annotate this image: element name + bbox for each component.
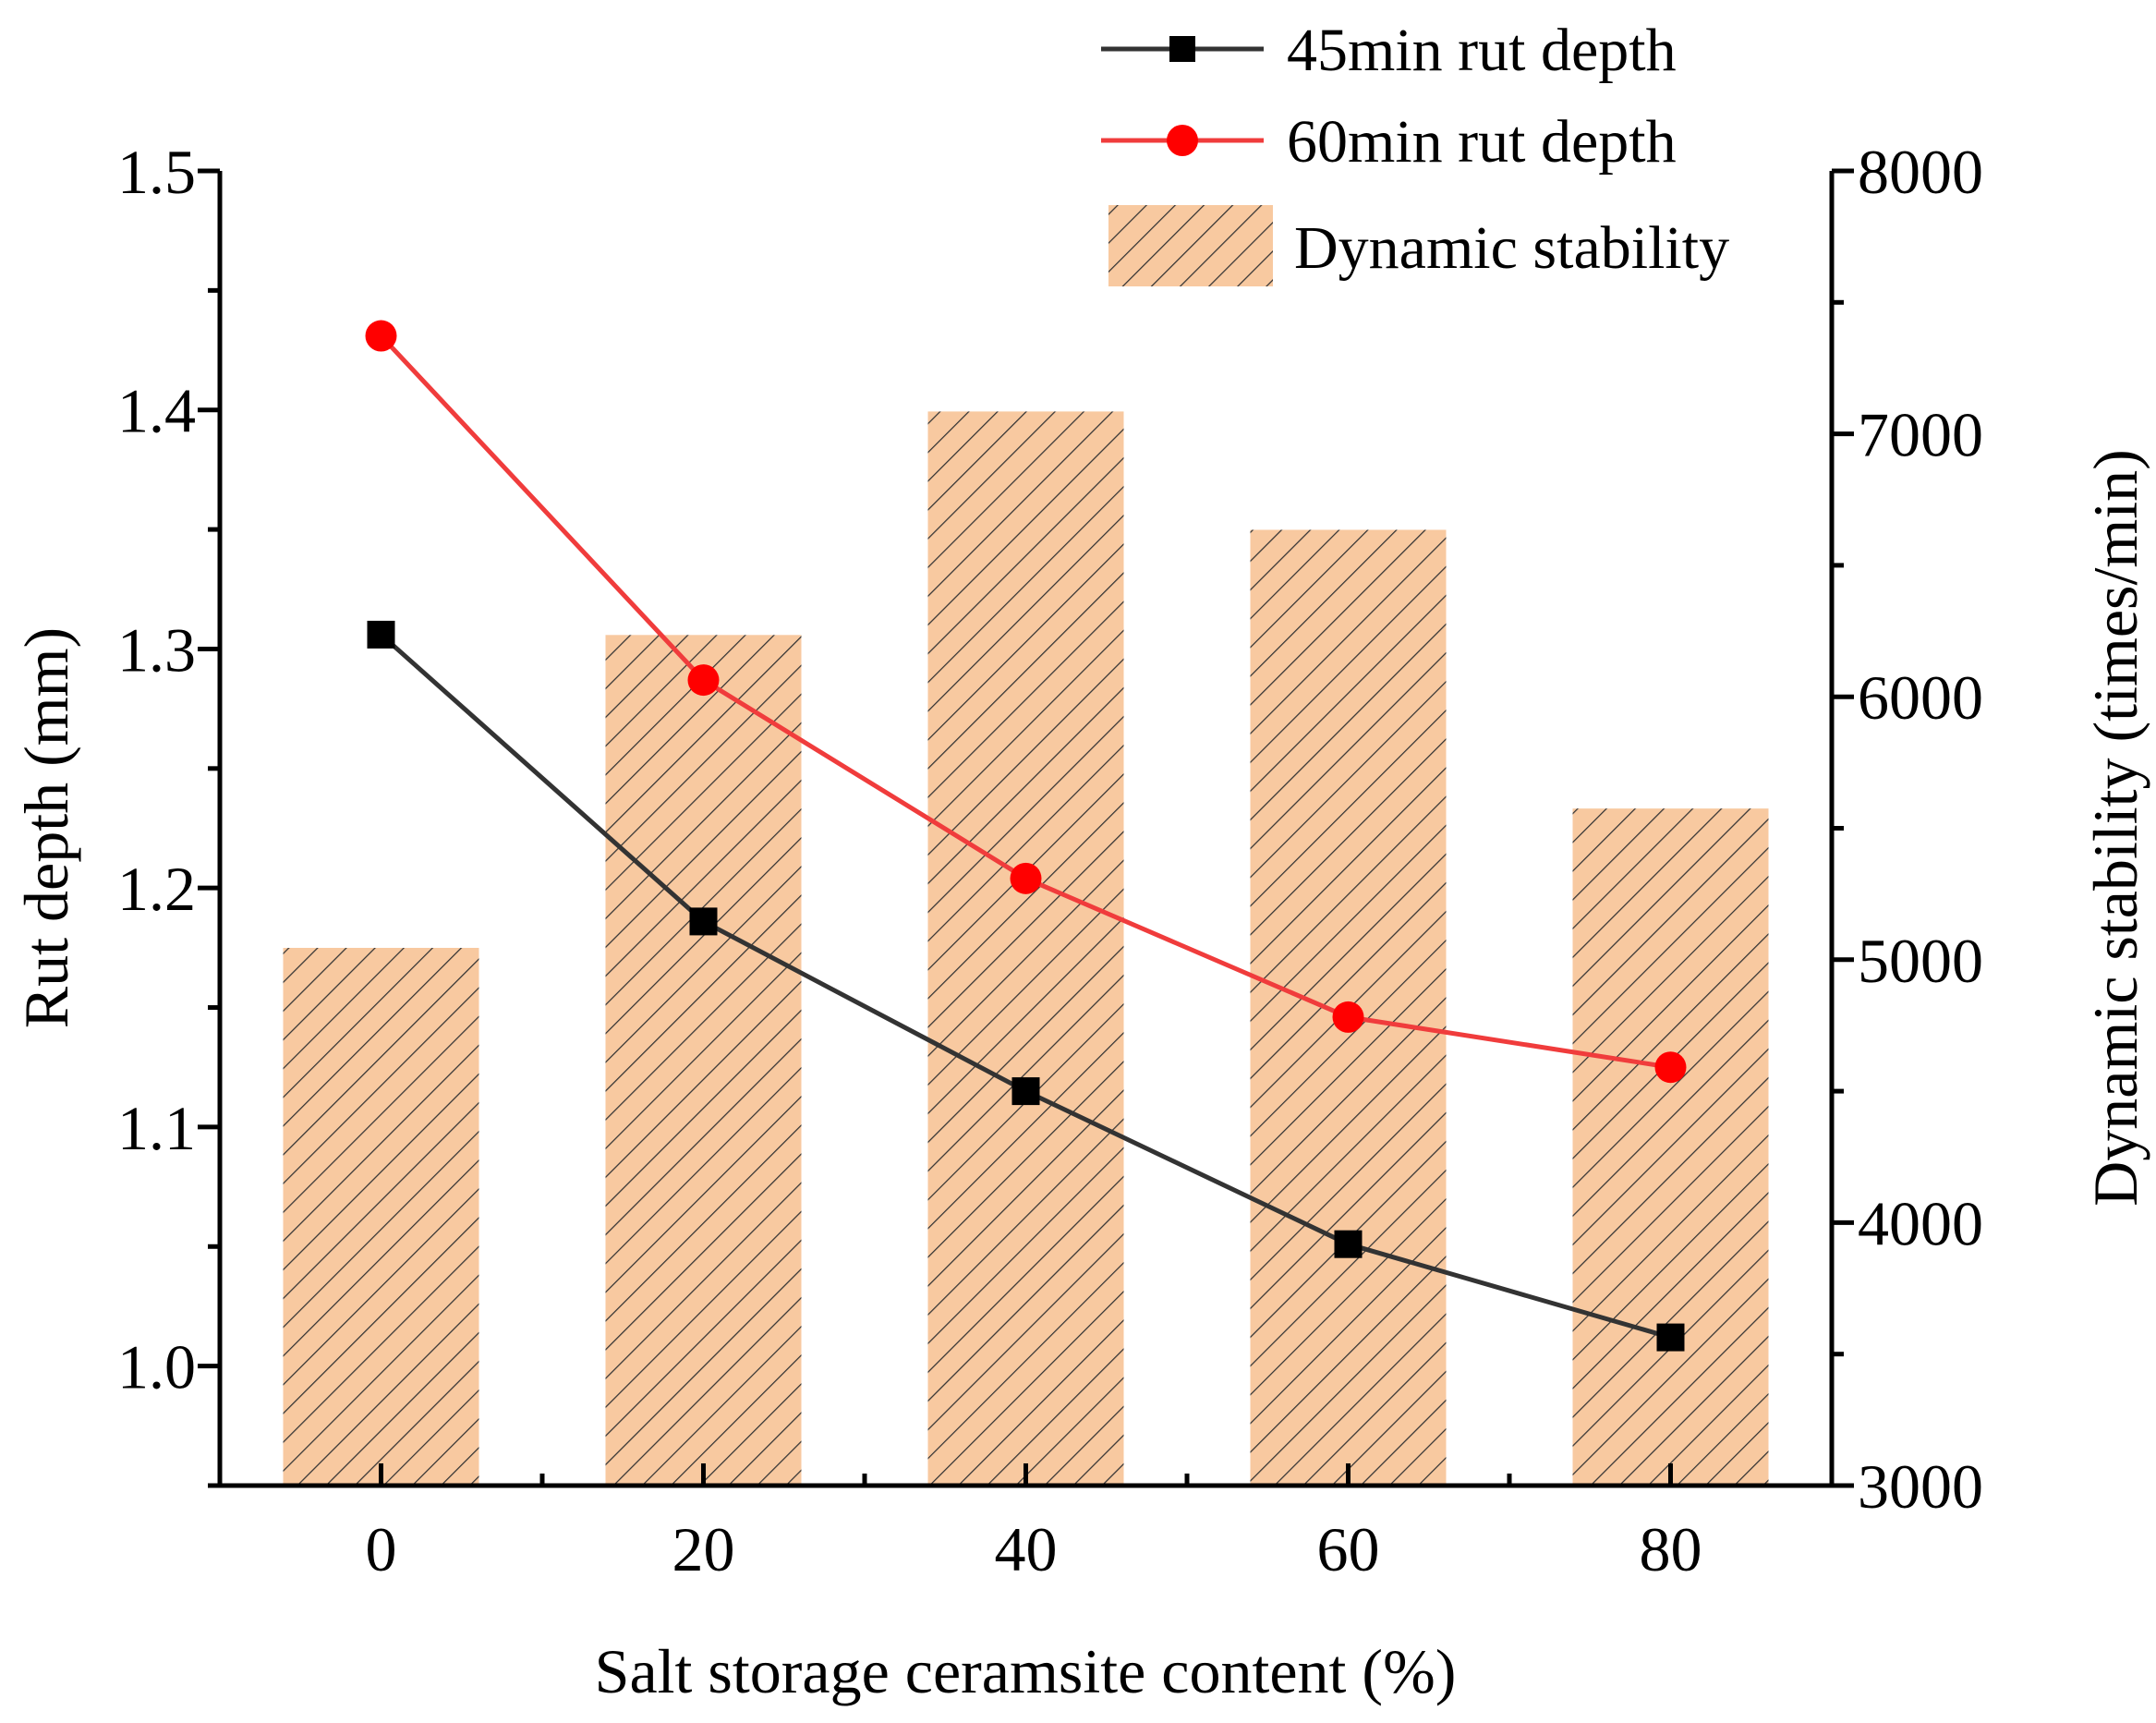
hatched-swatch-icon — [1108, 205, 1273, 286]
right-tick-label: 4000 — [1858, 1188, 1983, 1258]
point-45min-rut-depth-40 — [1011, 1077, 1040, 1106]
left-tick-label: 1.3 — [117, 614, 196, 685]
x-tick-label: 60 — [1317, 1514, 1380, 1584]
right-tick-label: 7000 — [1858, 400, 1983, 470]
right-axis-title: Dynamic stability (times/min) — [2080, 449, 2150, 1207]
point-45min-rut-depth-20 — [689, 907, 718, 936]
legend-entry-60min: 60min rut depth — [1101, 108, 1677, 176]
x-axis-ticks: 0 20 40 60 80 — [366, 1463, 1702, 1584]
right-tick-label: 3000 — [1858, 1451, 1983, 1522]
legend-label-60min: 60min rut depth — [1287, 108, 1677, 176]
left-tick-label: 1.2 — [117, 854, 196, 924]
bar-dynamic-stability-20 — [605, 635, 802, 1486]
square-marker-icon — [1169, 36, 1195, 62]
legend-entry-45min: 45min rut depth — [1101, 17, 1677, 84]
point-45min-rut-depth-80 — [1656, 1323, 1685, 1352]
left-tick-label: 1.4 — [117, 376, 196, 446]
bar-dynamic-stability-0 — [283, 947, 479, 1486]
x-tick-label: 20 — [672, 1514, 735, 1584]
point-60min-rut-depth-0 — [365, 320, 397, 352]
left-axis-ticks: 1.0 1.1 1.2 1.3 1.4 1.5 — [117, 137, 220, 1488]
left-tick-label: 1.1 — [117, 1093, 196, 1163]
bar-series-dynamic-stability — [283, 411, 1769, 1486]
point-60min-rut-depth-60 — [1332, 1001, 1364, 1033]
right-tick-label: 5000 — [1858, 926, 1983, 996]
legend-label-dynamic-stability: Dynamic stability — [1294, 214, 1729, 282]
x-tick-label: 0 — [366, 1514, 397, 1584]
point-45min-rut-depth-0 — [367, 620, 395, 649]
circle-marker-icon — [1167, 125, 1198, 156]
legend-label-45min: 45min rut depth — [1287, 17, 1677, 84]
x-axis-title: Salt storage ceramsite content (%) — [595, 1636, 1457, 1706]
bar-dynamic-stability-80 — [1572, 808, 1769, 1486]
line-series — [365, 320, 1687, 1352]
point-60min-rut-depth-20 — [687, 664, 720, 697]
left-tick-label: 1.0 — [117, 1332, 196, 1402]
point-45min-rut-depth-60 — [1334, 1230, 1363, 1258]
left-tick-label: 1.5 — [117, 137, 196, 207]
right-tick-label: 6000 — [1858, 662, 1983, 733]
left-axis-title: Rut depth (mm) — [11, 627, 81, 1028]
x-tick-label: 80 — [1640, 1514, 1702, 1584]
bar-dynamic-stability-40 — [927, 411, 1124, 1486]
x-tick-label: 40 — [995, 1514, 1058, 1584]
right-tick-label: 8000 — [1858, 137, 1983, 207]
legend: 45min rut depth 60min rut depth Dynamic … — [1101, 17, 1729, 286]
point-60min-rut-depth-40 — [1010, 862, 1042, 894]
point-60min-rut-depth-80 — [1654, 1051, 1687, 1084]
legend-entry-dynamic-stability: Dynamic stability — [1108, 205, 1729, 286]
right-axis-ticks: 3000 4000 5000 6000 7000 8000 — [1832, 137, 1983, 1522]
